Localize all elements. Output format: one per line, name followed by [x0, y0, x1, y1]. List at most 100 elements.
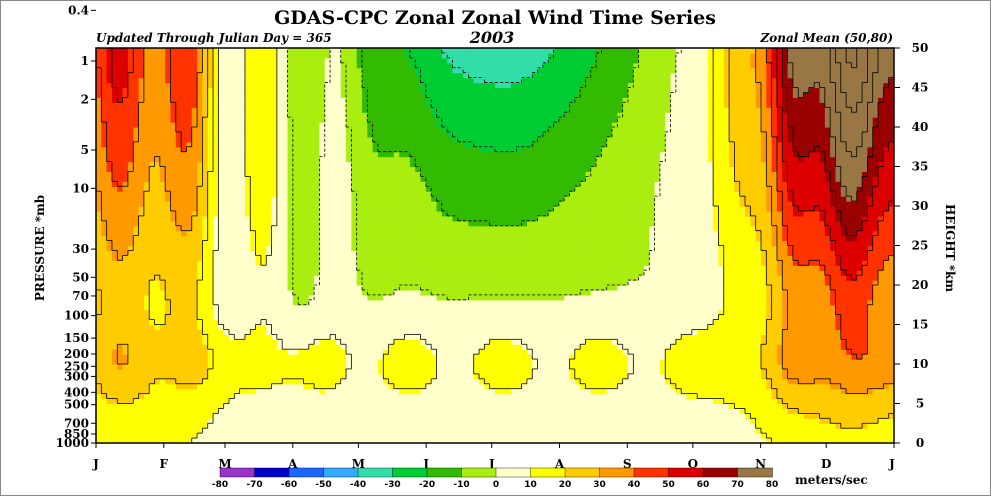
heatmap-cell [197, 166, 203, 173]
heatmap-cell [154, 82, 161, 89]
heatmap-cell [165, 72, 172, 79]
heatmap-cell [111, 289, 118, 296]
heatmap-cell [346, 413, 352, 419]
heatmap-cell [319, 97, 326, 103]
heatmap-cell [255, 220, 262, 227]
heatmap-cell [388, 146, 395, 153]
heatmap-cell [106, 48, 113, 54]
heatmap-cell [244, 72, 251, 79]
heatmap-cell [96, 344, 102, 350]
heatmap-cell [314, 309, 321, 316]
heatmap-cell [362, 294, 368, 301]
heatmap-cell [149, 245, 156, 252]
heatmap-cell [319, 240, 326, 247]
heatmap-cell [388, 127, 395, 133]
heatmap-cell [122, 107, 129, 113]
heatmap-cell [271, 102, 278, 108]
heatmap-cell [276, 196, 283, 202]
heatmap-cell [362, 383, 368, 390]
heatmap-cell [101, 339, 108, 345]
heatmap-cell [298, 324, 305, 331]
heatmap-cell [186, 196, 193, 202]
heatmap-cell [340, 289, 347, 296]
heatmap-cell [165, 433, 172, 439]
heatmap-cell [340, 166, 347, 173]
heatmap-cell [122, 359, 129, 365]
heatmap-cell [106, 294, 113, 301]
heatmap-cell [250, 408, 257, 414]
heatmap-cell [122, 418, 129, 424]
heatmap-cell [165, 299, 172, 306]
heatmap-cell [255, 191, 262, 197]
heatmap-cell [351, 235, 358, 242]
heatmap-cell [218, 250, 225, 256]
heatmap-cell [159, 368, 166, 375]
heatmap-cell [101, 294, 108, 301]
heatmap-cell [356, 383, 363, 390]
heatmap-cell [367, 383, 374, 390]
heatmap-cell [250, 339, 257, 345]
heatmap-cell [276, 48, 283, 54]
heatmap-cell [229, 260, 235, 266]
heatmap-cell [250, 57, 257, 64]
heatmap-cell [303, 334, 310, 340]
heatmap-cell [362, 403, 368, 410]
heatmap-cell [420, 423, 427, 429]
heatmap-cell [250, 398, 257, 405]
heatmap-cell [255, 48, 262, 54]
heatmap-cell [186, 97, 193, 103]
heatmap-cell [415, 368, 422, 375]
heatmap-cell [372, 364, 379, 370]
heatmap-cell [244, 304, 251, 311]
heatmap-cell [276, 373, 283, 380]
heatmap-cell [292, 136, 299, 143]
heatmap-cell [362, 206, 368, 212]
heatmap-cell [234, 230, 241, 237]
heatmap-cell [404, 57, 411, 64]
heatmap-cell [165, 166, 172, 173]
heatmap-cell [223, 107, 230, 113]
heatmap-cell [367, 186, 374, 192]
heatmap-cell [122, 438, 129, 443]
heatmap-cell [165, 354, 172, 360]
heatmap-cell [266, 289, 273, 296]
heatmap-cell [207, 230, 214, 237]
heatmap-cell [250, 225, 257, 232]
heatmap-cell [388, 117, 395, 123]
heatmap-cell [143, 260, 150, 266]
heatmap-cell [303, 299, 310, 306]
heatmap-cell [282, 403, 289, 410]
heatmap-cell [149, 428, 156, 434]
heatmap-cell [96, 82, 102, 89]
heatmap-cell [409, 67, 416, 74]
heatmap-cell [420, 62, 427, 69]
heatmap-cell [250, 270, 257, 276]
heatmap-cell [308, 117, 315, 123]
heatmap-cell [399, 122, 406, 128]
heatmap-cell [143, 393, 150, 400]
heatmap-cell [266, 230, 273, 237]
heatmap-cell [229, 280, 235, 286]
heatmap-cell [340, 418, 347, 424]
heatmap-cell [101, 428, 108, 434]
heatmap-cell [255, 280, 262, 286]
heatmap-cell [292, 161, 299, 168]
heatmap-cell [351, 265, 358, 271]
heatmap-cell [415, 275, 422, 281]
heatmap-cell [372, 181, 379, 187]
heatmap-cell [122, 215, 129, 222]
heatmap-cell [282, 225, 289, 232]
heatmap-cell [143, 206, 150, 212]
heatmap-cell [133, 92, 140, 98]
heatmap-cell [197, 398, 203, 405]
heatmap-cell [202, 339, 209, 345]
heatmap-cell [213, 191, 219, 197]
heatmap-cell [340, 294, 347, 301]
heatmap-cell [165, 413, 172, 419]
heatmap-cell [181, 151, 188, 158]
heatmap-cell [409, 151, 416, 158]
heatmap-cell [229, 285, 235, 291]
heatmap-cell [367, 255, 374, 261]
heatmap-cell [111, 285, 118, 291]
heatmap-cell [260, 87, 267, 94]
